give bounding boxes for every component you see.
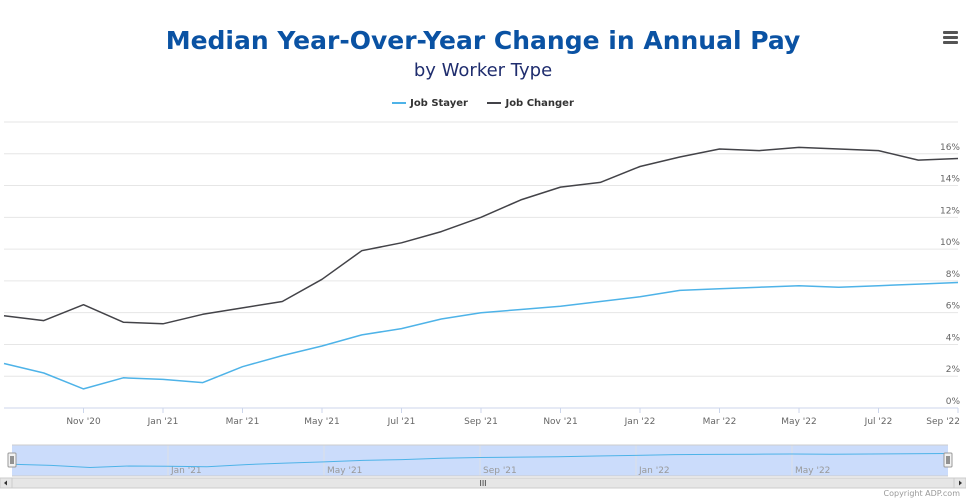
scrollbar-grip: III xyxy=(479,479,486,488)
y-tick-label: 2% xyxy=(946,365,961,375)
x-tick-label: Nov '21 xyxy=(543,417,577,427)
navigator-tick-label: Jan '21 xyxy=(170,466,202,476)
y-tick-label: 0% xyxy=(946,397,961,407)
x-tick-label: Sep '21 xyxy=(464,417,498,427)
series-line-job-stayer xyxy=(3,281,959,390)
y-tick-label: 16% xyxy=(940,143,960,153)
scrollbar-left-arrow-icon xyxy=(4,480,7,486)
hamburger-menu-icon[interactable] xyxy=(943,31,958,45)
line-chart: 0% 2% 4% 6% 8% 10% 12% 14% 16% Nov '20 Jan '21 Mar … xyxy=(3,121,961,427)
navigator-handle-left[interactable] xyxy=(7,452,17,468)
legend-label-job-stayer: Job Stayer xyxy=(410,97,468,109)
legend-item-job-stayer[interactable]: Job Stayer xyxy=(392,98,468,109)
chart-title: Median Year-Over-Year Change in Annual P… xyxy=(165,26,801,55)
navigator-tick-label: Sep '21 xyxy=(483,466,517,476)
legend: Job Stayer Job Changer xyxy=(0,96,966,109)
x-tick-label: Jul '22 xyxy=(864,417,893,427)
handle-body xyxy=(7,452,17,468)
legend-label-job-changer: Job Changer xyxy=(505,97,574,109)
x-tick-label: May '21 xyxy=(304,417,339,427)
legend-item-job-changer[interactable]: Job Changer xyxy=(487,97,574,109)
scrollbar-track xyxy=(0,477,966,489)
x-tick-label: May '22 xyxy=(781,417,816,427)
series-line-job-changer xyxy=(3,146,959,325)
navigator-handle-right[interactable] xyxy=(943,452,953,468)
legend-swatch-job-stayer xyxy=(392,102,407,104)
credit-text: Copyright ADP.com xyxy=(883,489,960,498)
scrollbar-right-arrow-icon xyxy=(959,480,962,486)
navigator-tick-label: Jan '22 xyxy=(638,466,670,476)
y-tick-label: 4% xyxy=(946,333,961,343)
scrollbar[interactable]: III xyxy=(0,477,966,489)
x-tick-label: Sep '22 xyxy=(926,417,960,427)
x-tick-label: Mar '22 xyxy=(703,417,737,427)
y-tick-label: 10% xyxy=(940,238,960,248)
scrollbar-left-button xyxy=(0,477,13,489)
navigator-series-line xyxy=(11,453,949,469)
y-tick-label: 12% xyxy=(940,206,960,216)
y-tick-label: 8% xyxy=(946,270,961,280)
chart-subtitle: by Worker Type xyxy=(413,60,553,81)
x-tick-label: Nov '20 xyxy=(66,417,101,427)
x-tick-label: Jul '21 xyxy=(387,417,416,427)
scrollbar-right-button xyxy=(953,477,966,489)
y-tick-label: 6% xyxy=(946,302,961,312)
x-tick-label: Jan '22 xyxy=(624,417,656,427)
scrollbar-thumb xyxy=(11,477,955,489)
handle-body xyxy=(943,452,953,468)
y-tick-label: 14% xyxy=(940,175,960,185)
legend-swatch-job-changer xyxy=(487,102,502,104)
x-tick-label: Mar '21 xyxy=(226,417,260,427)
navigator-tick-label: May '21 xyxy=(327,466,362,476)
navigator-selected-range xyxy=(12,445,948,476)
navigator-tick-label: May '22 xyxy=(795,466,830,476)
x-tick-label: Jan '21 xyxy=(147,417,179,427)
